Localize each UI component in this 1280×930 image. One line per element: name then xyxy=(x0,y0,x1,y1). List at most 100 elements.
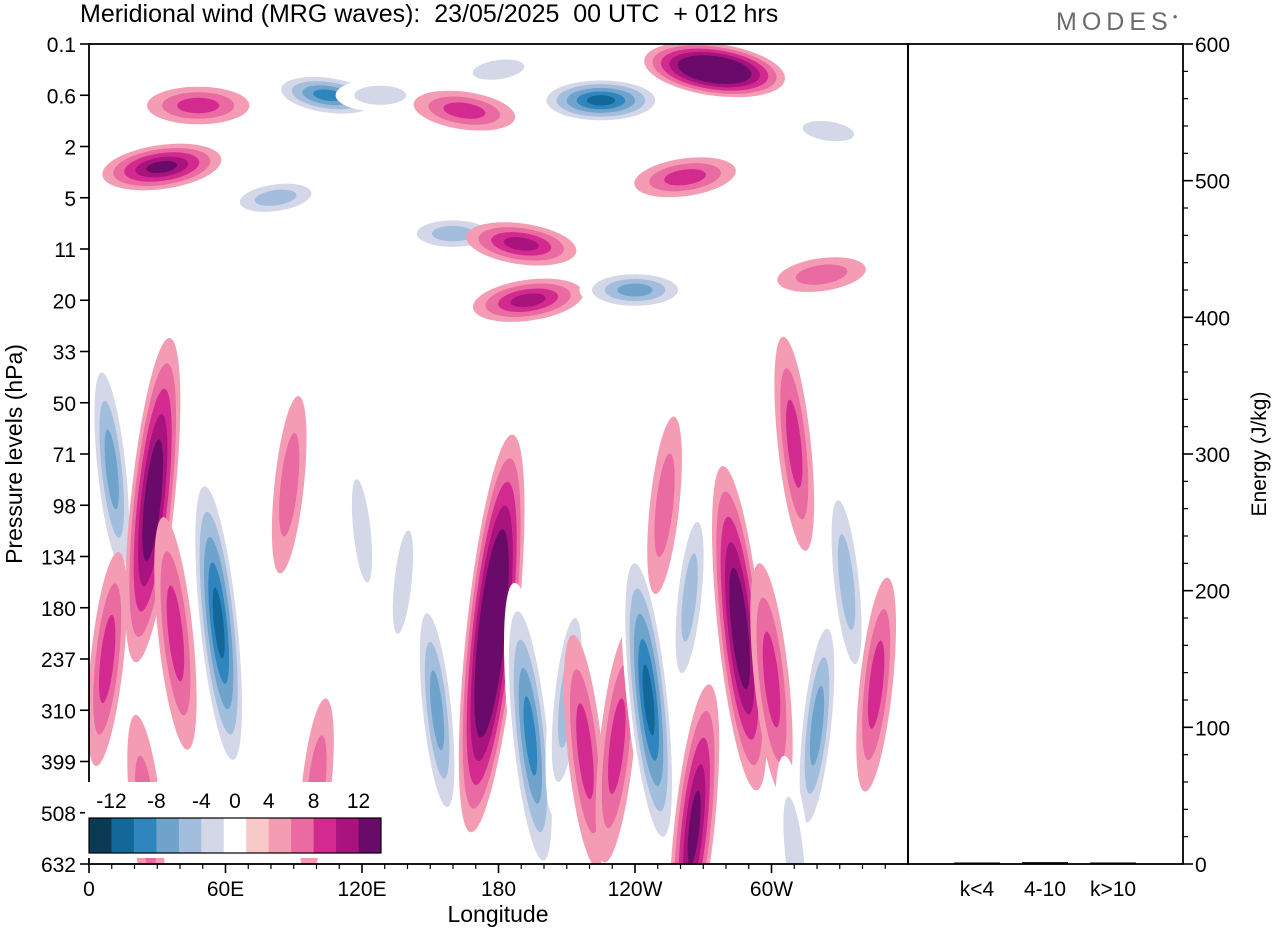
colorbar-swatch xyxy=(246,818,270,853)
energy-tick-label: 0 xyxy=(1195,854,1207,877)
contour-band xyxy=(654,453,675,557)
contour-band xyxy=(443,102,486,119)
contour-band xyxy=(279,433,300,537)
wind-anomaly-cell xyxy=(472,278,584,322)
wind-anomaly-cell xyxy=(224,177,327,218)
wind-anomaly-cell xyxy=(458,434,525,833)
energy-plot-frame xyxy=(907,43,1184,865)
x-axis-ticks: 0 60E 120E 180 120W 60W xyxy=(83,864,886,901)
energy-tick-label: 400 xyxy=(1195,307,1230,330)
wind-anomaly-cell xyxy=(89,343,135,595)
y-tick-label: 50 xyxy=(53,393,76,416)
wind-anomaly-cell xyxy=(647,416,682,594)
wind-anomaly-cell xyxy=(711,466,768,791)
contour-band xyxy=(681,553,698,642)
x-tick-label: 120E xyxy=(337,878,386,901)
wind-anomaly-cell xyxy=(125,338,181,663)
wind-anomaly-cell xyxy=(563,634,607,864)
contour-band xyxy=(576,703,594,800)
contour-band xyxy=(642,664,655,736)
contour-band xyxy=(702,65,727,75)
energy-tick-label: 200 xyxy=(1195,581,1230,604)
contour-band xyxy=(472,59,525,80)
contour-band xyxy=(617,283,653,297)
colorbar-swatch xyxy=(268,818,292,853)
energy-bars: k<4 4-10 k>10 xyxy=(954,862,1136,901)
wind-anomaly-cell xyxy=(335,78,425,112)
chart-title: Meridional wind (MRG waves): 23/05/2025 … xyxy=(80,0,779,28)
energy-tick-label: 500 xyxy=(1195,171,1230,194)
y-axis-label: Pressure levels (hPa) xyxy=(1,344,27,564)
wind-anomaly-cell xyxy=(89,551,128,767)
y-tick-label: 33 xyxy=(53,342,76,365)
wind-anomaly-cell xyxy=(644,44,786,98)
wind-anomaly-cell xyxy=(634,157,736,198)
contour-band xyxy=(608,698,626,794)
wind-anomaly-cell xyxy=(102,143,222,191)
contour-band xyxy=(802,120,855,142)
colorbar-swatch xyxy=(358,818,382,853)
wind-anomaly-cell xyxy=(784,113,873,149)
contour-band xyxy=(586,95,615,106)
contour-band xyxy=(104,429,119,510)
contour-band xyxy=(146,160,178,174)
colorbar-label: -8 xyxy=(147,790,166,813)
wind-anomaly-cell xyxy=(271,396,307,574)
contour-band xyxy=(351,479,373,583)
colorbar-label: -12 xyxy=(96,790,126,813)
contour-band xyxy=(392,530,414,634)
y-tick-label: 508 xyxy=(41,803,76,826)
energy-axis-label: Energy (J/kg) xyxy=(1248,392,1271,517)
contour-band xyxy=(795,264,848,285)
energy-bar xyxy=(954,862,1000,864)
contour-band xyxy=(99,614,116,704)
y-tick-label: 399 xyxy=(41,752,76,775)
contour-band xyxy=(212,587,225,659)
y-tick-label: 237 xyxy=(41,649,76,672)
y-tick-label: 20 xyxy=(53,290,76,313)
colorbar-swatch xyxy=(133,818,157,853)
contour-field xyxy=(89,44,897,864)
y-tick-label: 5 xyxy=(64,188,76,211)
contour-band xyxy=(809,685,825,766)
y-tick-label: 98 xyxy=(53,495,76,518)
contour-band xyxy=(503,236,539,251)
colorbar-label: 4 xyxy=(263,790,275,813)
contour-band xyxy=(313,89,343,102)
wind-anomaly-cell xyxy=(414,584,460,836)
contour-band xyxy=(783,796,806,864)
contour-band xyxy=(431,225,475,242)
colorbar-label: 8 xyxy=(308,790,320,813)
wind-anomaly-cell xyxy=(669,490,710,705)
energy-axis-ticks: 0 100 200 300 400 500 600 xyxy=(1183,34,1230,877)
wind-anomaly-cell xyxy=(344,442,380,620)
contour-band xyxy=(510,293,546,308)
energy-bar xyxy=(1090,862,1136,864)
contour-band xyxy=(254,189,297,206)
contour-band xyxy=(486,600,498,667)
colorbar-swatch xyxy=(201,818,225,853)
colorbar-frame xyxy=(88,817,382,854)
wind-anomaly-cell xyxy=(385,493,421,671)
wind-anomaly-cell xyxy=(775,755,813,864)
x-tick-label: 60E xyxy=(207,878,244,901)
modes-logo: MODES● xyxy=(1056,8,1178,37)
logo-text: MODES xyxy=(1056,8,1173,36)
wind-anomaly-cell xyxy=(536,76,666,124)
x-tick-label: 180 xyxy=(481,878,516,901)
colorbar-label: 0 xyxy=(229,790,241,813)
y-tick-label: 180 xyxy=(41,598,76,621)
y-tick-label: 134 xyxy=(41,547,76,570)
y-tick-label: 0.6 xyxy=(47,85,76,108)
colorbar: -12 -8 -4 0 4 8 12 xyxy=(85,782,385,858)
wind-anomaly-cell xyxy=(620,537,677,863)
wind-anomaly-cell xyxy=(750,563,793,796)
x-tick-label: 0 xyxy=(83,878,95,901)
wind-anomaly-cell xyxy=(794,600,840,852)
wind-anomaly-cell xyxy=(856,577,897,792)
colorbar-swatch xyxy=(111,818,135,853)
logo-mark: ● xyxy=(1172,12,1178,21)
wind-anomaly-cell xyxy=(774,336,815,551)
energy-bar xyxy=(1022,862,1068,864)
